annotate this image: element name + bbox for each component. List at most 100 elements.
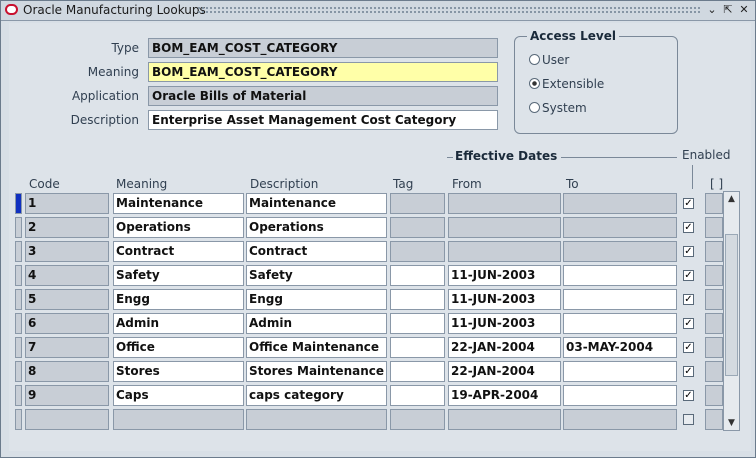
radio-extensible[interactable]: Extensible [529, 77, 604, 91]
cell-code[interactable]: 3 [25, 241, 109, 262]
cell-code[interactable]: 1 [25, 193, 109, 214]
cell-tag[interactable] [390, 409, 445, 430]
cell-to[interactable] [563, 361, 677, 382]
cell-from[interactable]: 11-JUN-2003 [448, 289, 561, 310]
cell-description[interactable]: Office Maintenance [246, 337, 387, 358]
cell-meaning[interactable]: Operations [113, 217, 244, 238]
description-field[interactable]: Enterprise Asset Management Cost Categor… [148, 110, 498, 130]
cell-tag[interactable] [390, 217, 445, 238]
cell-from[interactable] [448, 193, 561, 214]
cell-from[interactable]: 11-JUN-2003 [448, 265, 561, 286]
flexfield-cell[interactable] [705, 409, 723, 430]
enabled-checkbox[interactable]: ✓ [683, 294, 694, 305]
cell-code[interactable]: 5 [25, 289, 109, 310]
enabled-checkbox[interactable]: ✓ [683, 342, 694, 353]
close-icon[interactable]: ✕ [739, 3, 749, 16]
cell-tag[interactable] [390, 337, 445, 358]
radio-user[interactable]: User [529, 53, 569, 67]
radio-system[interactable]: System [529, 101, 587, 115]
cell-description[interactable]: Maintenance [246, 193, 387, 214]
cell-description[interactable]: Stores Maintenance [246, 361, 387, 382]
cell-meaning[interactable]: Contract [113, 241, 244, 262]
cell-tag[interactable] [390, 241, 445, 262]
cell-meaning[interactable]: Admin [113, 313, 244, 334]
cell-to[interactable] [563, 265, 677, 286]
flexfield-cell[interactable] [705, 217, 723, 238]
flexfield-cell[interactable] [705, 337, 723, 358]
cell-from[interactable]: 11-JUN-2003 [448, 313, 561, 334]
enabled-checkbox[interactable]: ✓ [683, 198, 694, 209]
cell-description[interactable]: Engg [246, 289, 387, 310]
cell-meaning[interactable]: Maintenance [113, 193, 244, 214]
cell-code[interactable]: 9 [25, 385, 109, 406]
vertical-scrollbar[interactable]: ▲ ▼ [723, 191, 740, 431]
cell-meaning[interactable]: Caps [113, 385, 244, 406]
enabled-checkbox[interactable]: ✓ [683, 318, 694, 329]
cell-meaning[interactable]: Safety [113, 265, 244, 286]
row-selector[interactable] [15, 337, 22, 358]
cell-to[interactable] [563, 217, 677, 238]
cell-tag[interactable] [390, 385, 445, 406]
cell-tag[interactable] [390, 361, 445, 382]
cell-tag[interactable] [390, 193, 445, 214]
row-selector[interactable] [15, 289, 22, 310]
enabled-checkbox[interactable] [683, 414, 694, 425]
flexfield-cell[interactable] [705, 265, 723, 286]
row-selector[interactable] [15, 217, 22, 238]
enabled-checkbox[interactable]: ✓ [683, 270, 694, 281]
cell-description[interactable]: Contract [246, 241, 387, 262]
scroll-up-icon[interactable]: ▲ [728, 194, 735, 204]
cell-to[interactable] [563, 289, 677, 310]
cell-to[interactable]: 03-MAY-2004 [563, 337, 677, 358]
cell-from[interactable] [448, 409, 561, 430]
row-selector[interactable] [15, 241, 22, 262]
cell-to[interactable] [563, 193, 677, 214]
cell-tag[interactable] [390, 265, 445, 286]
cell-description[interactable]: Safety [246, 265, 387, 286]
enabled-checkbox[interactable]: ✓ [683, 246, 694, 257]
row-selector[interactable] [15, 265, 22, 286]
row-selector[interactable] [15, 385, 22, 406]
cell-description[interactable]: Admin [246, 313, 387, 334]
cell-to[interactable] [563, 409, 677, 430]
cell-from[interactable]: 22-JAN-2004 [448, 337, 561, 358]
cell-tag[interactable] [390, 289, 445, 310]
scrollbar-thumb[interactable] [725, 234, 738, 376]
meaning-field[interactable]: BOM_EAM_COST_CATEGORY [148, 62, 498, 82]
cell-to[interactable] [563, 313, 677, 334]
enabled-checkbox[interactable]: ✓ [683, 390, 694, 401]
flexfield-cell[interactable] [705, 385, 723, 406]
cell-code[interactable]: 6 [25, 313, 109, 334]
row-selector[interactable] [15, 409, 22, 430]
cell-code[interactable]: 4 [25, 265, 109, 286]
application-field[interactable]: Oracle Bills of Material [148, 86, 498, 106]
cell-description[interactable]: caps category [246, 385, 387, 406]
enabled-checkbox[interactable]: ✓ [683, 366, 694, 377]
scroll-down-icon[interactable]: ▼ [728, 418, 735, 428]
cell-meaning[interactable]: Engg [113, 289, 244, 310]
row-selector[interactable] [15, 361, 22, 382]
minimize-icon[interactable]: ⌄ [707, 3, 717, 16]
cell-code[interactable] [25, 409, 109, 430]
maximize-icon[interactable]: ⇱ [723, 3, 733, 16]
type-field[interactable]: BOM_EAM_COST_CATEGORY [148, 38, 498, 58]
flexfield-cell[interactable] [705, 313, 723, 334]
cell-meaning[interactable]: Office [113, 337, 244, 358]
cell-description[interactable] [246, 409, 387, 430]
flexfield-cell[interactable] [705, 289, 723, 310]
cell-from[interactable] [448, 241, 561, 262]
cell-to[interactable] [563, 241, 677, 262]
cell-to[interactable] [563, 385, 677, 406]
cell-code[interactable]: 7 [25, 337, 109, 358]
cell-description[interactable]: Operations [246, 217, 387, 238]
cell-code[interactable]: 8 [25, 361, 109, 382]
cell-meaning[interactable] [113, 409, 244, 430]
row-selector[interactable] [15, 193, 22, 214]
title-bar[interactable]: Oracle Manufacturing Lookups ⌄ ⇱ ✕ [1, 1, 755, 21]
cell-from[interactable] [448, 217, 561, 238]
flexfield-cell[interactable] [705, 193, 723, 214]
cell-from[interactable]: 19-APR-2004 [448, 385, 561, 406]
flexfield-cell[interactable] [705, 241, 723, 262]
cell-from[interactable]: 22-JAN-2004 [448, 361, 561, 382]
row-selector[interactable] [15, 313, 22, 334]
